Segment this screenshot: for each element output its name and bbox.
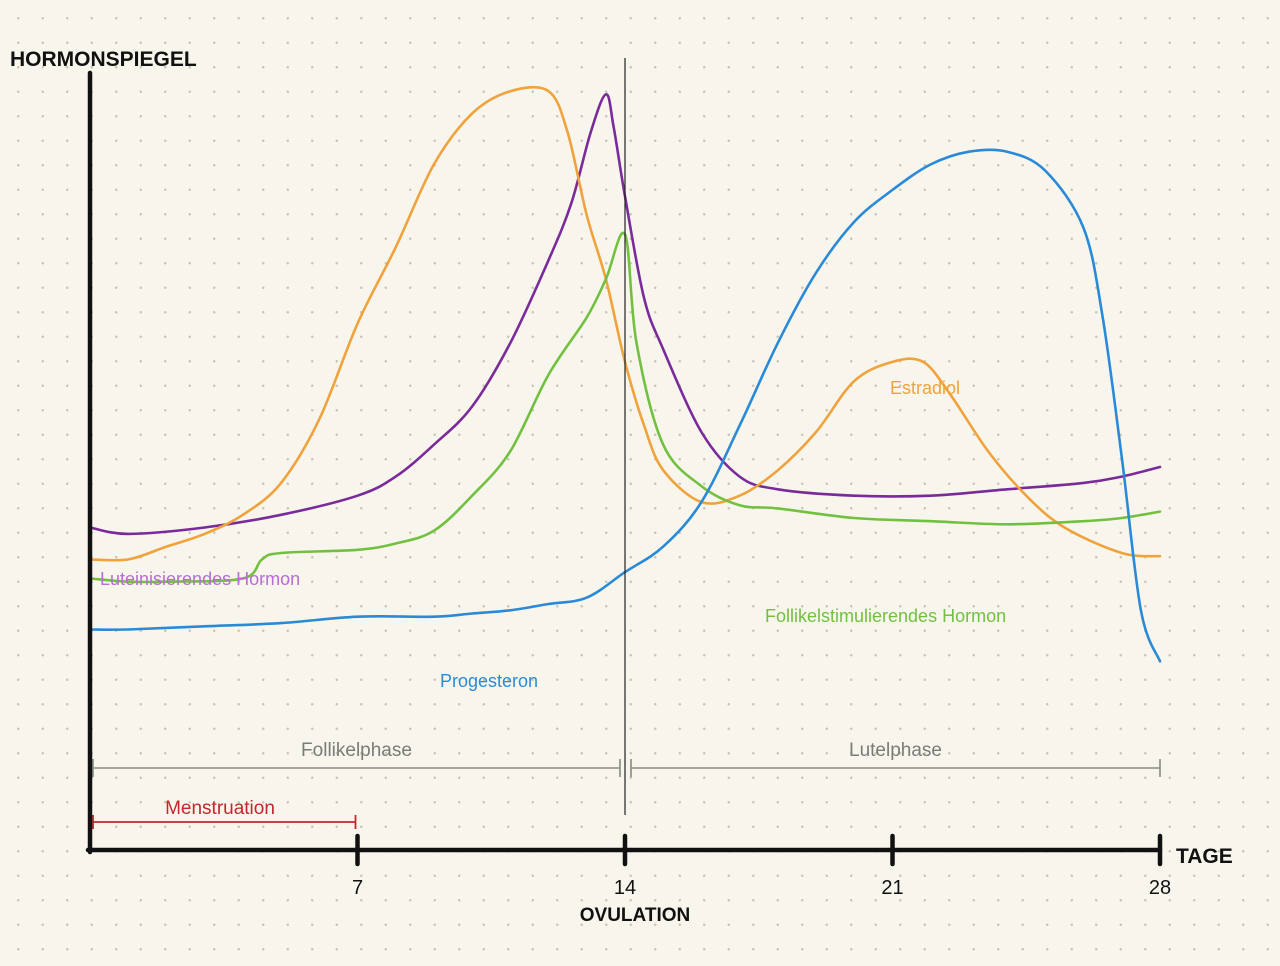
x-axis-title: TAGE xyxy=(1176,845,1233,868)
series-line-luteinisierendes-hormon xyxy=(88,93,1162,536)
phase-follikelphase: Follikelphase xyxy=(92,740,621,777)
x-tick-label-21: 21 xyxy=(881,877,903,899)
series-lines xyxy=(88,85,1162,663)
x-tick-label-14: 14 xyxy=(614,877,636,899)
phase-label-follikelphase: Follikelphase xyxy=(301,740,412,761)
x-ticks: 7 14 21 28 xyxy=(352,833,1171,899)
x-tick-label-7: 7 xyxy=(352,877,363,899)
series-labels: Luteinisierendes Hormon Estradiol Follikel… xyxy=(100,378,1006,691)
y-axis-title: HORMONSPIEGEL xyxy=(10,48,197,71)
series-label-estradiol: Estradiol xyxy=(890,378,960,398)
ovulation-label: OVULATION xyxy=(580,905,690,926)
series-label-luteinisierendes-hormon: Luteinisierendes Hormon xyxy=(100,569,300,589)
phase-label-lutelphase: Lutelphase xyxy=(849,740,942,761)
series-line-estradiol xyxy=(88,85,1162,562)
x-tick-label-28: 28 xyxy=(1149,877,1171,899)
menstruation-bracket: Menstruation xyxy=(92,798,357,829)
axes xyxy=(85,58,1163,855)
phase-lutelphase: Lutelphase xyxy=(630,740,1161,777)
series-line-follikelstimulierendes-hormon xyxy=(88,231,1162,584)
series-label-progesteron: Progesteron xyxy=(440,671,538,691)
series-line-progesteron xyxy=(88,148,1162,663)
phase-brackets: Follikelphase Lutelphase xyxy=(92,740,1161,777)
series-label-follikelstimulierendes-hormon: Follikelstimulierendes Hormon xyxy=(765,606,1006,626)
menstruation-label: Menstruation xyxy=(165,798,275,819)
